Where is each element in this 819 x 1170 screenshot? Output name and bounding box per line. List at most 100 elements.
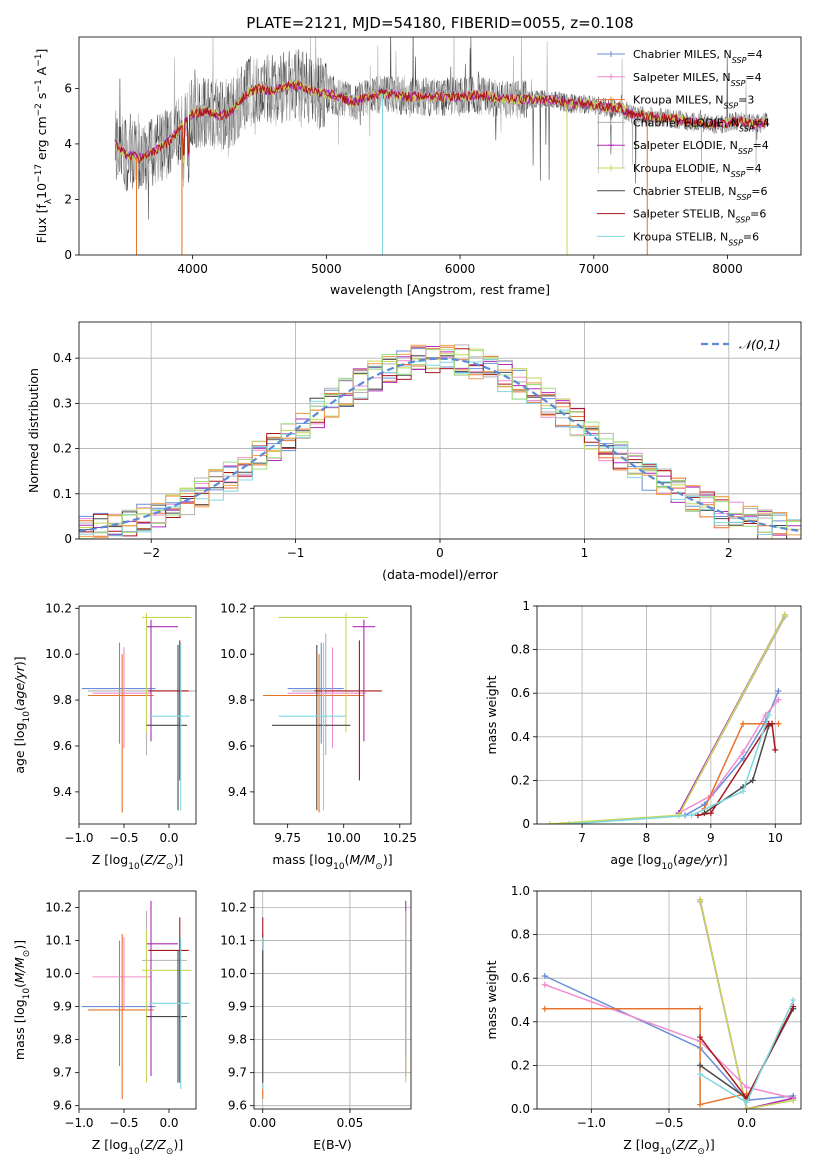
label-part: 10 [128, 1147, 140, 1157]
label-part: Z/Z [144, 852, 167, 867]
label-part: Z [log [92, 852, 128, 867]
axes-frame [253, 605, 412, 825]
legend-label: 𝒩(0,1) [739, 337, 781, 352]
mass-weight-marker [743, 1106, 750, 1109]
y-axis-label: Normed distribution [26, 368, 41, 493]
label-part: )] [718, 852, 728, 867]
label-part: 10 [22, 711, 32, 723]
spectrum-series-line [114, 80, 768, 164]
y-tick-label: 0.8 [511, 928, 530, 942]
x-tick-label: 0.0 [159, 831, 178, 845]
label-part: age [log [610, 852, 661, 867]
legend-label: Salpeter STELIB, NSSP=6 [633, 208, 766, 225]
y-tick-label: 9.9 [53, 1000, 72, 1014]
plot-area [262, 900, 407, 1100]
legend-label-sub: SSP [731, 170, 746, 179]
x-axis-label: Z [log10(Z/Z⊙)] [92, 852, 183, 872]
axes-frame [253, 890, 412, 1110]
mass-weight-marker [772, 746, 779, 753]
legend-label-val: =4 [746, 48, 762, 61]
y-tick-label: 0.3 [53, 396, 72, 410]
y-tick-label: 9.6 [228, 1099, 247, 1113]
label-part: )] [383, 852, 393, 867]
legend-label-name: Chabrier MILES, N [633, 48, 732, 61]
label-part: ⊙ [375, 862, 383, 872]
y-tick-label: 0.4 [53, 351, 72, 365]
mass-weight-marker [790, 997, 797, 1003]
legend-marker [608, 119, 614, 126]
y-tick-label: 9.6 [53, 739, 72, 753]
x-tick-label: 7 [578, 831, 586, 845]
x-tick-label: −1.0 [64, 1116, 93, 1130]
legend-label: Chabrier STELIB, NSSP=6 [633, 185, 767, 202]
label-part: mass [log [12, 999, 27, 1060]
mass-weight-marker [740, 720, 747, 727]
legend-label-sub: SSP [738, 147, 753, 156]
mass-weight-line [699, 899, 794, 1109]
y-tick-label: 10.0 [220, 967, 247, 981]
panel-age_vs_mass: 9.75 10.00 10.25 9.4 9.6 9.8 10.0 10.2 mass [log… [220, 601, 417, 872]
axes-frame [78, 605, 197, 825]
y-axis-label: mass weight [484, 960, 499, 1039]
label-part: 10 [128, 862, 140, 872]
plot-area [81, 900, 192, 1100]
histogram-step [79, 344, 801, 538]
x-tick-label: −1 [287, 546, 305, 560]
panel-spectrum: 4000 5000 6000 7000 8000 0 2 4 6 Chabrier MILES, … [34, 36, 802, 297]
y-tick-label: 9.4 [228, 785, 247, 799]
label-part: ⊙ [166, 862, 174, 872]
legend-label-val: =4 [754, 116, 770, 129]
panel-age_vs_Z: −1.0 −0.5 0.09.49.69.810.010.2Z [log10(Z/Z… [12, 601, 197, 872]
legend-label: Kroupa MILES, NSSP=3 [633, 94, 754, 111]
label-part: 10 [333, 862, 345, 872]
label-part: ⊙ [697, 1147, 705, 1157]
label-part: s [34, 93, 49, 104]
label-part: )] [12, 656, 27, 666]
x-tick-label: −2 [142, 546, 160, 560]
y-tick-label: 0.4 [511, 1015, 530, 1029]
legend-marker [608, 51, 614, 57]
x-tick-label: 9.75 [274, 831, 301, 845]
mass-weight-marker [743, 1099, 750, 1106]
mass-weight-marker [740, 788, 747, 795]
y-tick-label: 0.1 [53, 487, 72, 501]
legend-label: Chabrier ELODIE, NSSP=4 [633, 116, 770, 132]
label-part: ( [673, 852, 678, 867]
histogram-step [79, 349, 801, 539]
y-tick-label: 0.6 [511, 686, 530, 700]
legend-marker [608, 142, 614, 149]
y-tick-label: 0.6 [511, 971, 530, 985]
label-part: Z/Z [144, 1137, 167, 1152]
y-tick-label: 0.2 [511, 773, 530, 787]
y-tick-label: 0 [64, 532, 72, 546]
legend-label-name: Chabrier STELIB, N [633, 185, 737, 198]
mass-weight-line [544, 983, 794, 1099]
x-tick-label: 0 [436, 546, 444, 560]
mass-weight-marker [781, 611, 788, 618]
histogram-step [79, 348, 801, 539]
x-tick-label: −1.0 [64, 831, 93, 845]
mass-weight-marker [790, 1003, 797, 1010]
mass-weight-marker [541, 1005, 548, 1012]
y-tick-label: 0.0 [511, 1102, 530, 1116]
y-tick-label: 10.2 [45, 901, 72, 915]
y-tick-label: 2 [64, 192, 72, 206]
x-axis-label: (data-model)/error [382, 567, 499, 582]
legend-label-val: =6 [751, 185, 767, 198]
legend-label: Kroupa STELIB, NSSP=6 [633, 230, 759, 247]
mass-weight-marker [749, 777, 756, 784]
y-tick-label: 4 [64, 137, 72, 151]
label-part: ⊙ [22, 950, 32, 958]
label-part: age/yr [678, 852, 719, 867]
mass-weight-line [569, 714, 770, 824]
mass-weight-marker [675, 812, 682, 819]
label-part: M/M [350, 852, 376, 867]
y-tick-label: 9.4 [53, 785, 72, 799]
y-tick-label: 0 [522, 817, 530, 831]
mass-weight-line [544, 975, 794, 1102]
y-axis-label: mass [log10(M/M⊙)] [12, 940, 32, 1060]
y-tick-label: 9.7 [53, 1066, 72, 1080]
mass-weight-marker [697, 1034, 704, 1041]
legend-label-sub: SSP [735, 215, 750, 224]
